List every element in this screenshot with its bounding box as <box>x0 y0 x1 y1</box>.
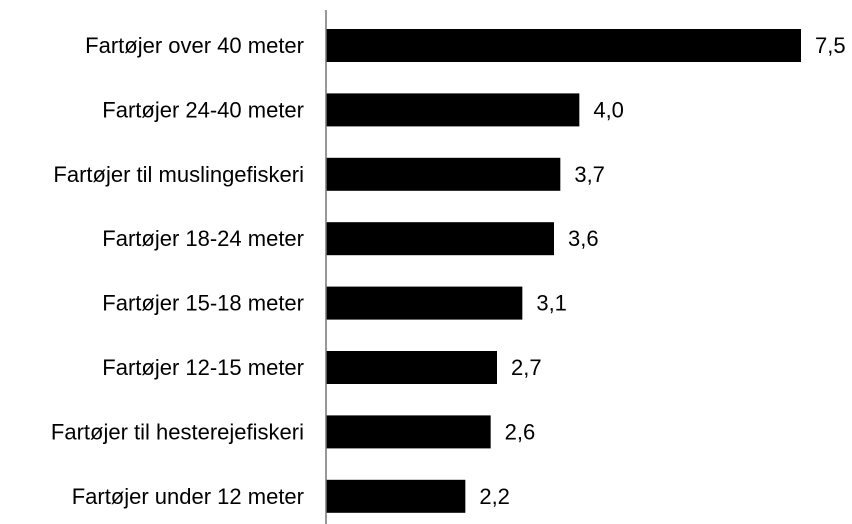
category-label: Fartøjer over 40 meter <box>85 33 304 58</box>
value-label: 4,0 <box>593 97 624 122</box>
bar <box>326 157 561 191</box>
category-label: Fartøjer 12-15 meter <box>102 355 304 380</box>
value-label: 2,6 <box>505 419 536 444</box>
value-labels-group: 7,5 4,0 3,7 3,6 3,1 2,7 2,6 2,2 <box>479 33 845 509</box>
bar <box>326 222 554 256</box>
category-label: Fartøjer under 12 meter <box>72 484 304 509</box>
value-label: 3,6 <box>568 226 599 251</box>
category-label: Fartøjer til muslingefiskeri <box>53 162 304 187</box>
category-labels-group: Fartøjer over 40 meter Fartøjer 24-40 met… <box>51 33 304 509</box>
value-label: 2,2 <box>479 484 510 509</box>
bar <box>326 351 497 384</box>
category-label: Fartøjer til hesterejefiskeri <box>51 419 304 444</box>
bar <box>326 93 580 127</box>
bar <box>326 479 466 513</box>
category-label: Fartøjer 24-40 meter <box>102 97 304 122</box>
category-label: Fartøjer 18-24 meter <box>102 226 304 251</box>
value-label: 2,7 <box>511 355 542 380</box>
bar <box>326 415 491 449</box>
value-label: 7,5 <box>815 33 846 58</box>
bar <box>326 29 801 62</box>
bars-group <box>326 29 801 513</box>
value-label: 3,1 <box>536 291 567 316</box>
value-label: 3,7 <box>574 162 605 187</box>
category-label: Fartøjer 15-18 meter <box>102 291 304 316</box>
bar <box>326 286 523 320</box>
